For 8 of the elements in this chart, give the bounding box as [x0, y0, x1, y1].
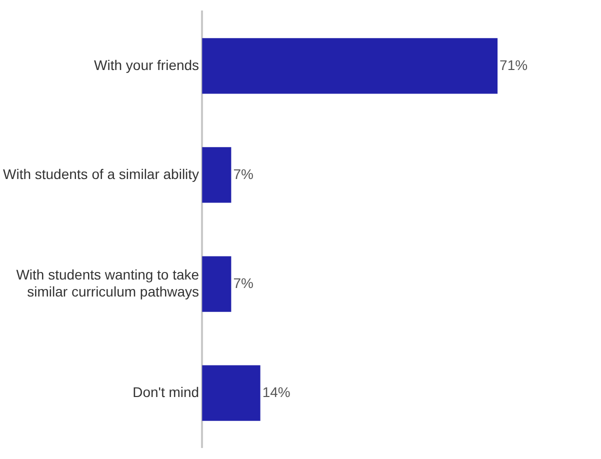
data-label: 7% [233, 274, 254, 291]
data-label: 7% [233, 166, 254, 182]
data-label: 71% [500, 56, 528, 73]
y-tick-label: With students wanting to take similar curriculum pathways [16, 266, 200, 300]
y-tick-label: Don't mind [132, 384, 200, 400]
y-tick-label: With students of a similar ability [2, 166, 200, 182]
y-tick-label: With your friends [94, 56, 200, 73]
data-label: 14% [262, 384, 290, 400]
